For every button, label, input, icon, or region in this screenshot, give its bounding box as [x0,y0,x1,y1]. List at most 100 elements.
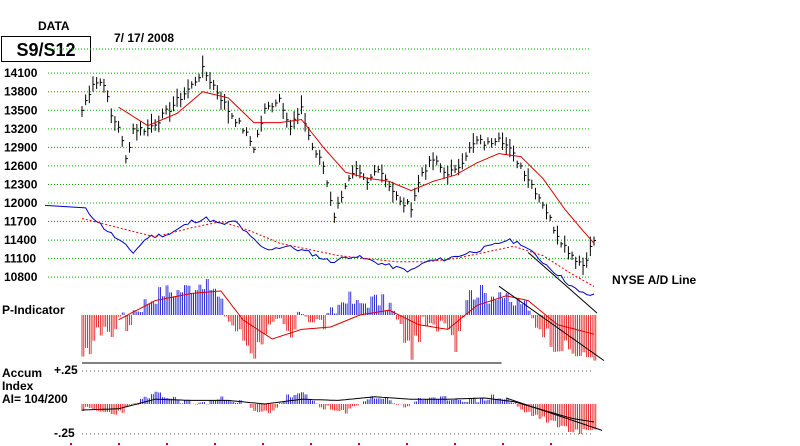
price-bar [187,79,191,99]
price-bar [271,102,275,113]
price-bar [556,225,560,245]
price-bar [505,137,509,155]
price-tick-label: 12900 [4,140,38,154]
price-bar [348,175,351,182]
price-moving-average [118,91,595,244]
price-bar [209,72,212,90]
price-bar [363,173,366,181]
price-bar [450,159,454,176]
price-bar [176,88,180,107]
price-bar [417,174,421,193]
price-bar [553,226,556,234]
price-bar [377,165,381,173]
p-indicator-label: P-Indicator [2,303,65,317]
price-bar [220,91,223,110]
price-bar [110,108,114,124]
price-bar [242,128,245,134]
price-tick-label: 11700 [4,215,37,229]
price-bar [253,146,256,153]
price-bar [121,136,125,147]
price-tick-label: 12600 [4,159,38,173]
price-bar [403,197,406,213]
price-bar [593,236,596,246]
price-bar [425,164,428,180]
price-bar [205,71,209,82]
accum-minus-tick: -.25 [54,426,75,440]
price-bar [476,135,479,145]
price-bar [227,100,231,124]
price-bar [268,101,271,110]
price-bar [341,190,344,203]
price-bar [158,115,161,133]
nyse-ad-label: NYSE A/D Line [612,273,697,287]
price-bar [399,196,403,206]
price-bar [132,123,136,135]
price-bar [545,204,549,220]
price-bar [534,187,538,200]
price-bar [575,256,578,269]
price-bar [366,177,370,190]
price-bar [315,150,319,158]
price-bar [118,120,121,133]
price-bar [319,149,322,165]
price-bar [99,78,103,86]
price-bar [524,170,527,182]
price-bar [202,55,205,78]
price-bar [194,76,198,86]
price-bar [282,103,286,120]
price-bar [238,117,242,125]
price-bar [392,181,395,203]
price-bar [461,153,465,170]
p-indicator-trend-line [498,285,605,362]
accum-label-1: Accum [2,366,43,380]
accum-trend-line [506,397,603,431]
price-bar [560,241,564,248]
date-range: 7/ 17/ 2008 [114,31,175,45]
price-bar [410,202,414,218]
price-bar [224,93,227,110]
price-bar [129,142,132,153]
price-tick-label: 13500 [4,103,38,117]
price-bar [502,132,505,151]
price-bar [81,106,84,118]
price-bar [165,105,169,115]
price-bar [374,165,377,176]
price-bar [542,201,545,209]
price-bar [469,142,472,153]
price-bar [513,145,516,162]
price-bar [436,155,439,166]
ad-moving-average [81,218,595,287]
price-bar [509,138,512,158]
price-bar [465,152,468,161]
price-bar [85,94,88,106]
price-bar [406,199,410,205]
price-bar [344,183,348,190]
price-bar [480,134,483,145]
price-bar [330,191,333,206]
price-bar [297,107,300,124]
price-bar [498,132,501,143]
accum-average [81,396,595,423]
price-bar [586,252,589,268]
price-bar [582,257,586,276]
price-bar [264,103,267,114]
price-tick-label: 12300 [4,177,38,191]
price-tick-label: 13200 [4,122,38,136]
price-bar [183,87,187,100]
price-bar [257,129,260,138]
price-bar [421,167,425,177]
price-bar [180,92,183,108]
price-bar [249,136,253,147]
price-bar [96,77,99,89]
data-label: DATA [38,19,70,33]
price-bar [531,179,534,189]
price-bar [216,85,220,100]
price-bar [538,193,542,203]
price-bar [337,196,340,209]
price-bar [520,162,523,169]
price-bar [136,123,139,141]
price-bar [275,99,278,107]
price-bar [147,119,150,137]
ad-line [44,204,595,296]
